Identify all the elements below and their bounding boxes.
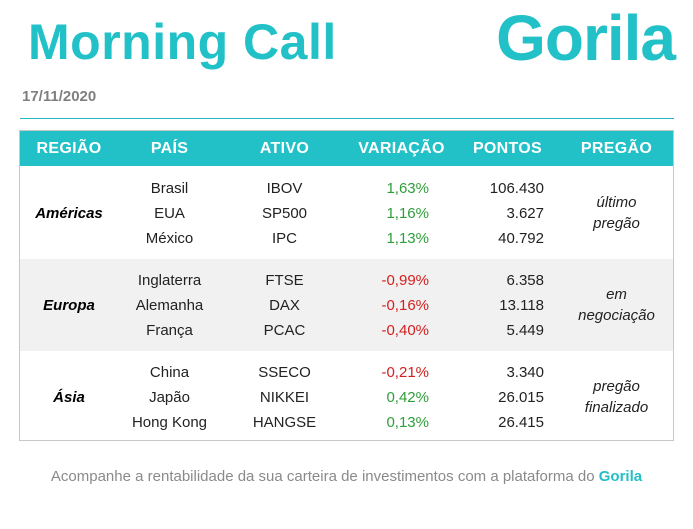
- variation-column: -0,99% -0,16% -0,40%: [348, 268, 455, 343]
- country-cell: México: [145, 229, 194, 247]
- country-cell: Hong Kong: [131, 413, 208, 431]
- column-header-ativo: ATIVO: [259, 139, 310, 157]
- country-cell: Inglaterra: [137, 271, 202, 289]
- asset-cell: HANGSE: [252, 413, 317, 431]
- column-header-variacao: VARIAÇÃO: [358, 139, 445, 157]
- column-header-pregao: PREGÃO: [580, 139, 653, 157]
- points-cell: 13.118: [499, 296, 544, 314]
- footer-note: Acompanhe a rentabilidade da sua carteir…: [0, 468, 693, 485]
- country-column: Brasil EUA México: [118, 176, 221, 251]
- asset-cell: FTSE: [265, 271, 304, 289]
- session-status-line: finalizado: [584, 399, 649, 416]
- asset-cell: IPC: [271, 229, 297, 247]
- region-label: Ásia: [53, 388, 85, 406]
- header-divider: [20, 118, 674, 119]
- column-header-regiao: REGIÃO: [36, 139, 102, 157]
- country-cell: Alemanha: [135, 296, 204, 314]
- country-column: Inglaterra Alemanha França: [118, 268, 221, 343]
- points-cell: 3.627: [506, 204, 544, 222]
- session-status: em negociação: [560, 284, 673, 326]
- asset-cell: SSECO: [258, 363, 311, 381]
- gorila-logo: Gorila: [496, 2, 676, 74]
- region-group-europa: Europa Inglaterra Alemanha França FTSE D…: [20, 259, 673, 351]
- points-column: 106.430 3.627 40.792: [455, 176, 560, 251]
- variation-cell: 1,16%: [386, 204, 429, 222]
- session-status-line: pregão: [593, 378, 640, 395]
- session-status: último pregão: [560, 192, 673, 234]
- variation-cell: 1,63%: [386, 179, 429, 197]
- asset-column: SSECO NIKKEI HANGSE: [221, 360, 348, 435]
- asset-column: FTSE DAX PCAC: [221, 268, 348, 343]
- region-label: Américas: [35, 204, 103, 222]
- footer-brand-link[interactable]: Gorila: [598, 468, 643, 485]
- asset-cell: DAX: [269, 296, 300, 314]
- points-cell: 6.358: [506, 271, 544, 289]
- points-cell: 106.430: [489, 179, 544, 197]
- asset-cell: IBOV: [266, 179, 303, 197]
- footer-text: Acompanhe a rentabilidade da sua carteir…: [50, 468, 599, 485]
- region-group-asia: Ásia China Japão Hong Kong SSECO NIKKEI …: [20, 351, 673, 443]
- page-title: Morning Call: [28, 14, 337, 70]
- country-cell: Brasil: [150, 179, 189, 197]
- market-table: REGIÃO PAÍS ATIVO VARIAÇÃO PONTOS PREGÃO…: [19, 130, 674, 441]
- report-date: 17/11/2020: [22, 88, 97, 105]
- session-status-line: último: [596, 194, 637, 211]
- session-status: pregão finalizado: [560, 376, 673, 418]
- country-cell: França: [146, 321, 193, 339]
- column-header-pontos: PONTOS: [472, 139, 543, 157]
- variation-cell: -0,16%: [381, 296, 429, 314]
- table-header: REGIÃO PAÍS ATIVO VARIAÇÃO PONTOS PREGÃO: [20, 131, 673, 166]
- asset-cell: PCAC: [263, 321, 306, 339]
- column-header-pais: PAÍS: [150, 139, 189, 157]
- country-cell: EUA: [154, 204, 185, 222]
- country-column: China Japão Hong Kong: [118, 360, 221, 435]
- session-status-line: em: [606, 286, 627, 303]
- asset-column: IBOV SP500 IPC: [221, 176, 348, 251]
- variation-cell: 0,42%: [386, 388, 429, 406]
- region-label: Europa: [43, 296, 95, 314]
- variation-cell: 0,13%: [386, 413, 429, 431]
- points-cell: 40.792: [498, 229, 544, 247]
- points-column: 3.340 26.015 26.415: [455, 360, 560, 435]
- variation-cell: -0,21%: [381, 363, 429, 381]
- country-cell: China: [149, 363, 190, 381]
- points-cell: 5.449: [506, 321, 544, 339]
- variation-column: 1,63% 1,16% 1,13%: [348, 176, 455, 251]
- asset-cell: SP500: [261, 204, 308, 222]
- variation-cell: -0,99%: [381, 271, 429, 289]
- points-cell: 3.340: [506, 363, 544, 381]
- variation-cell: -0,40%: [381, 321, 429, 339]
- points-cell: 26.415: [498, 413, 544, 431]
- points-column: 6.358 13.118 5.449: [455, 268, 560, 343]
- session-status-line: pregão: [593, 215, 640, 232]
- session-status-line: negociação: [578, 307, 655, 324]
- country-cell: Japão: [149, 388, 190, 406]
- points-cell: 26.015: [498, 388, 544, 406]
- variation-cell: 1,13%: [386, 229, 429, 247]
- asset-cell: NIKKEI: [259, 388, 310, 406]
- region-group-americas: Américas Brasil EUA México IBOV SP500 IP…: [20, 167, 673, 259]
- variation-column: -0,21% 0,42% 0,13%: [348, 360, 455, 435]
